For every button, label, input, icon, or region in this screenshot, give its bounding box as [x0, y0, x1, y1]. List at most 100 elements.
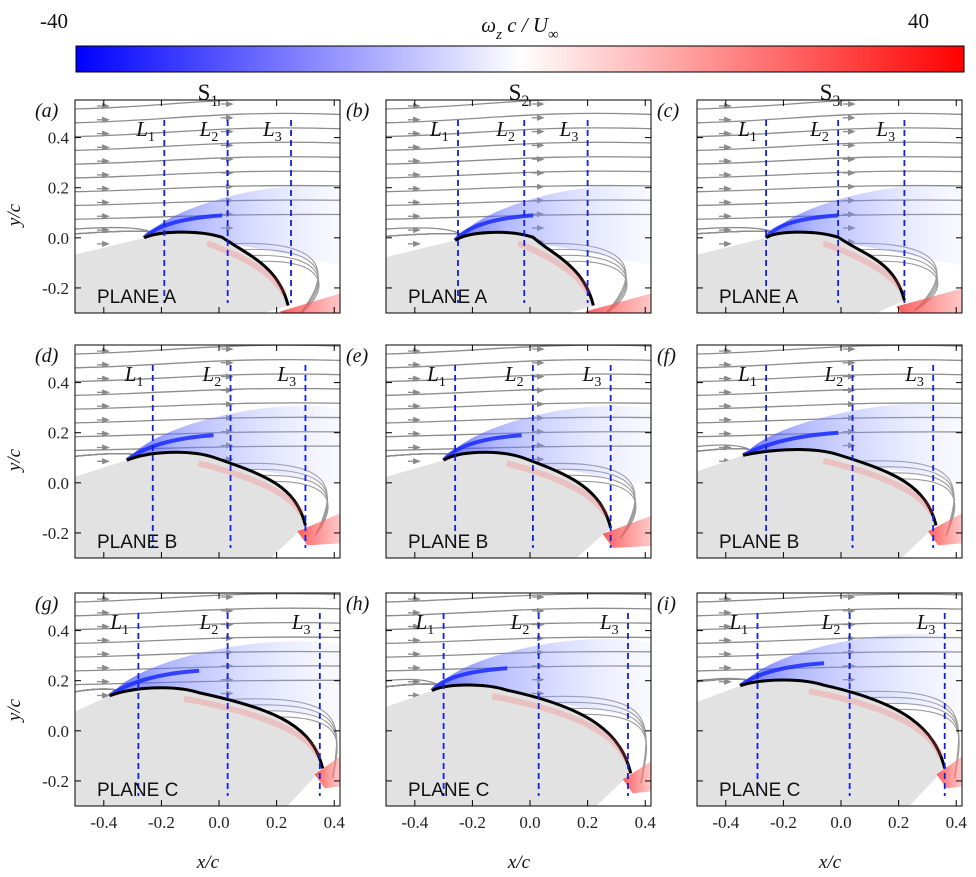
panel-frame — [74, 99, 341, 314]
probe-label-L2: L2 — [504, 362, 524, 390]
streamline — [697, 170, 962, 179]
xlabel-col3: x/c — [818, 852, 842, 873]
panel-frame — [696, 99, 963, 314]
streamline — [75, 170, 340, 179]
panel-8: L1 L2 L3-0.4 -0.2 0.0 0.2 0.4(h)PLANE C — [346, 592, 656, 832]
probe-label-sub: 1 — [741, 623, 748, 638]
probe-label-L3: L3 — [276, 362, 296, 390]
trailing-edge-vorticity — [585, 293, 651, 313]
airfoil-body — [697, 449, 937, 558]
ytick-label: 0.0 — [48, 474, 69, 493]
streamline — [697, 127, 962, 138]
probe-label-L1: L1 — [737, 117, 757, 145]
probe-label-L3: L3 — [582, 362, 602, 390]
probe-label-sub: 1 — [750, 130, 757, 145]
plane-label: PLANE A — [97, 287, 177, 308]
probe-label-main: L — [916, 610, 929, 634]
airfoil-body — [386, 452, 611, 558]
streamline — [697, 226, 773, 233]
column-header-s3: S3 — [820, 80, 841, 110]
column-header-s2-main: S — [509, 80, 522, 105]
ytick-label: 0.4 — [48, 622, 70, 641]
panel-content — [386, 345, 651, 558]
xtick-label: -0.4 — [401, 813, 428, 832]
panel-letter: (h) — [346, 593, 370, 615]
probe-label-L1: L1 — [426, 362, 446, 390]
probe-label-main: L — [199, 117, 212, 141]
surface-vorticity — [183, 695, 322, 758]
panel-frame — [385, 99, 652, 314]
surface-vorticity — [808, 688, 944, 758]
xtick-label: -0.2 — [148, 813, 175, 832]
streamline — [697, 230, 773, 235]
trailing-edge-vorticity — [928, 513, 962, 546]
streamline — [75, 688, 116, 693]
probe-label-sub: 2 — [822, 130, 829, 145]
probe-label-L2: L2 — [510, 610, 530, 638]
surface-vorticity — [197, 460, 305, 516]
vorticity-shear-layer — [126, 405, 340, 486]
panel-letter: (a) — [35, 100, 59, 122]
streamline — [386, 170, 651, 179]
probe-label-L1: L1 — [728, 610, 748, 638]
panel-letter: (g) — [35, 593, 59, 615]
xlabel-col1: x/c — [196, 852, 220, 873]
colorbar-title-inf: ∞ — [548, 27, 559, 43]
vorticity-shear-layer — [766, 185, 962, 266]
vorticity-core — [142, 213, 223, 240]
probe-label-sub: 2 — [833, 623, 840, 638]
vorticity-core — [125, 433, 214, 462]
panel-1: L1 L2 L30.40.20.0-0.2(a)PLANE A — [35, 99, 341, 314]
streamline — [75, 452, 133, 457]
probe-label-sub: 3 — [917, 375, 924, 390]
xtick-label: 0.0 — [519, 813, 540, 832]
probe-label-L1: L1 — [135, 117, 155, 145]
probe-label-sub: 1 — [427, 623, 434, 638]
vorticity-core — [430, 666, 508, 693]
panel-4: L1 L2 L30.40.20.0-0.2(d)PLANE B — [35, 344, 341, 559]
vorticity-core — [742, 430, 839, 458]
probe-label-sub: 3 — [304, 623, 311, 638]
plane-label: PLANE A — [719, 287, 799, 308]
trailing-edge-vorticity — [314, 756, 340, 789]
surface-vorticity — [822, 457, 935, 515]
panel-letter: (c) — [657, 100, 680, 122]
probe-label-sub: 3 — [888, 130, 895, 145]
probe-label-main: L — [109, 610, 122, 634]
plane-label: PLANE A — [408, 287, 488, 308]
probe-label-sub: 3 — [275, 130, 282, 145]
streamline — [75, 230, 151, 235]
streamline — [386, 345, 651, 355]
probe-label-main: L — [599, 610, 612, 634]
probe-label-sub: 3 — [571, 130, 578, 145]
airfoil-surface — [765, 230, 906, 301]
probe-label-sub: 2 — [211, 130, 218, 145]
ytick-label: -0.2 — [42, 772, 69, 791]
streamline — [75, 345, 340, 355]
panel-content — [386, 593, 651, 806]
probe-label-L2: L2 — [495, 117, 515, 145]
probe-label-main: L — [582, 362, 595, 386]
recirculation-streamline — [219, 248, 319, 313]
streamline — [75, 226, 151, 233]
column-header-s1-main: S — [198, 80, 211, 105]
surface-vorticity — [517, 240, 592, 296]
panel-2: L1 L2 L3(b)PLANE A — [346, 99, 652, 314]
probe-label-L2: L2 — [199, 117, 219, 145]
xtick-label: -0.2 — [770, 813, 797, 832]
panel-letter: (i) — [657, 593, 676, 615]
streamline — [697, 156, 962, 165]
probe-label-L2: L2 — [809, 117, 829, 145]
vorticity-shear-layer — [455, 185, 651, 266]
probe-label-L3: L3 — [262, 117, 282, 145]
plane-label: PLANE C — [408, 780, 489, 801]
probe-label-main: L — [276, 362, 289, 386]
airfoil-surface — [442, 450, 613, 529]
streamline — [75, 593, 340, 603]
panel-3: L1 L2 L3(c)PLANE A — [657, 99, 963, 314]
colorbar-title-mid: c / U — [502, 13, 550, 37]
streamline — [386, 233, 462, 237]
ylabel-row3: y/c — [4, 698, 25, 723]
vorticity-shear-layer — [740, 633, 962, 714]
